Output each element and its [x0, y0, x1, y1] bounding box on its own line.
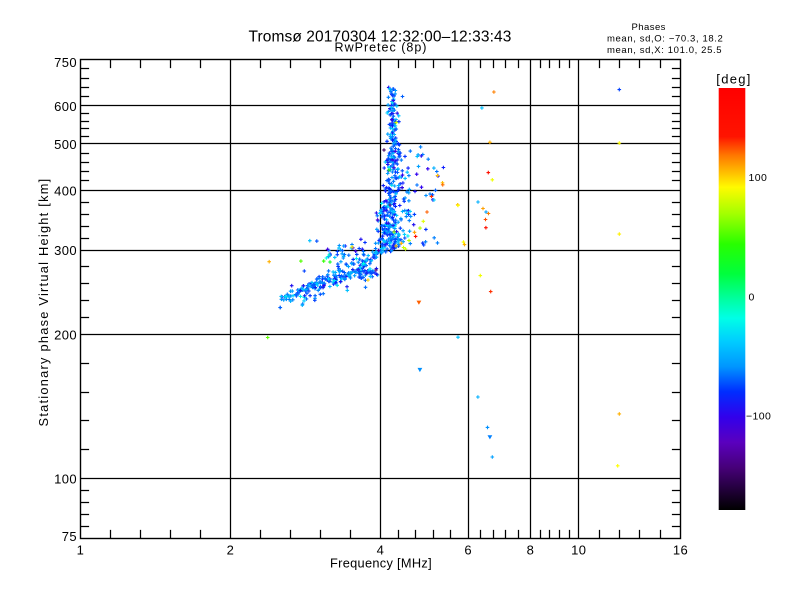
svg-text:400: 400	[54, 183, 77, 198]
svg-text:6: 6	[464, 543, 472, 558]
svg-text:RwPretec (8p): RwPretec (8p)	[335, 41, 428, 55]
svg-text:Tromsø 20170304 12:32:00–12:33: Tromsø 20170304 12:32:00–12:33:43	[249, 29, 512, 46]
svg-text:−100: −100	[746, 411, 771, 423]
svg-text:600: 600	[54, 99, 77, 114]
svg-text:1: 1	[77, 543, 85, 558]
svg-text:10: 10	[571, 543, 586, 558]
svg-text:100: 100	[54, 472, 77, 487]
svg-text:16: 16	[673, 543, 688, 558]
svg-text:Stationary phase Virtual Heigh: Stationary phase Virtual Height [km]	[36, 178, 51, 427]
svg-text:4: 4	[377, 543, 385, 558]
svg-text:Phases: Phases	[632, 22, 666, 33]
svg-text:0: 0	[749, 292, 755, 304]
svg-text:100: 100	[749, 172, 768, 184]
svg-text:75: 75	[62, 529, 77, 544]
svg-text:8: 8	[527, 543, 535, 558]
svg-text:Frequency [MHz]: Frequency [MHz]	[330, 556, 432, 571]
svg-text:[deg]: [deg]	[716, 72, 751, 87]
svg-text:300: 300	[54, 243, 77, 258]
svg-text:500: 500	[54, 137, 77, 152]
svg-text:mean, sd,X: 101.0, 25.5: mean, sd,X: 101.0, 25.5	[607, 45, 722, 56]
svg-text:2: 2	[227, 543, 235, 558]
svg-text:750: 750	[54, 55, 77, 70]
svg-text:200: 200	[54, 328, 77, 343]
svg-text:mean, sd,O: −70.3, 18.2: mean, sd,O: −70.3, 18.2	[607, 34, 723, 45]
